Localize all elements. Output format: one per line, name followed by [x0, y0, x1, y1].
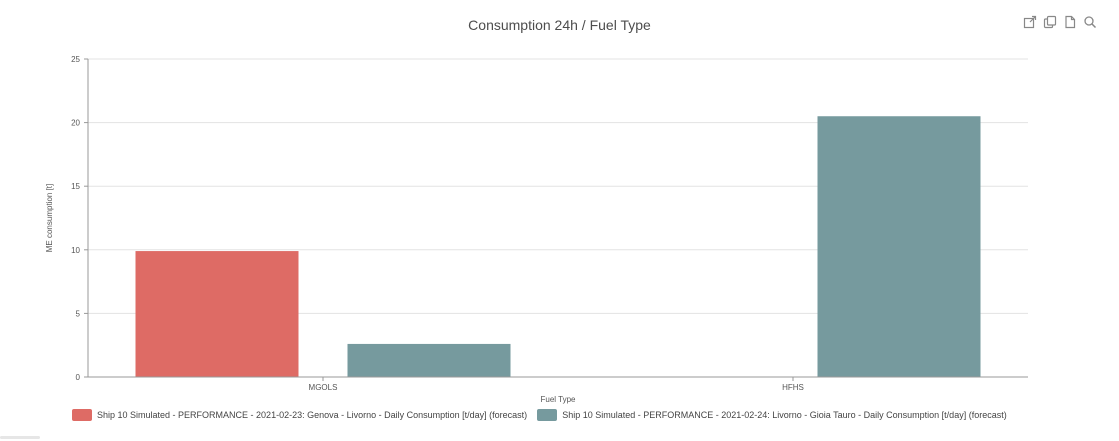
y-tick-label: 0 — [76, 373, 81, 382]
y-tick-label: 15 — [71, 182, 80, 191]
bar-mgols-series-1[interactable] — [135, 251, 299, 377]
y-tick-label: 5 — [76, 309, 81, 318]
legend-swatch — [537, 409, 558, 421]
legend-label: Ship 10 Simulated - PERFORMANCE - 2021-0… — [97, 410, 528, 420]
x-axis-label: Fuel Type — [541, 395, 577, 404]
scroll-indicator — [0, 436, 40, 439]
legend-swatch — [72, 409, 92, 421]
legend-label: Ship 10 Simulated - PERFORMANCE - 2021-0… — [562, 410, 1007, 420]
x-tick-label: MGOLS — [309, 383, 338, 392]
bar-mgols-series-2[interactable] — [347, 343, 511, 377]
chart-title: Consumption 24h / Fuel Type — [468, 17, 651, 33]
y-tick-label: 25 — [71, 55, 80, 64]
copy-icon[interactable] — [1043, 15, 1057, 29]
y-axis-label: ME consumption [t] — [45, 184, 54, 252]
legend: Ship 10 Simulated - PERFORMANCE - 2021-0… — [72, 409, 1007, 421]
y-tick-label: 10 — [71, 246, 80, 255]
legend-item-series-2[interactable]: Ship 10 Simulated - PERFORMANCE - 2021-0… — [537, 409, 1007, 421]
x-tick-label: HFHS — [782, 383, 804, 392]
search-icon[interactable] — [1083, 15, 1097, 29]
legend-item-series-1[interactable]: Ship 10 Simulated - PERFORMANCE - 2021-0… — [72, 409, 527, 421]
y-tick-label: 20 — [71, 119, 80, 128]
open-external-icon[interactable] — [1023, 15, 1037, 29]
document-icon[interactable] — [1063, 15, 1077, 29]
chart-toolbar — [1023, 15, 1097, 29]
bar-hfhs-series-2[interactable] — [817, 116, 981, 378]
